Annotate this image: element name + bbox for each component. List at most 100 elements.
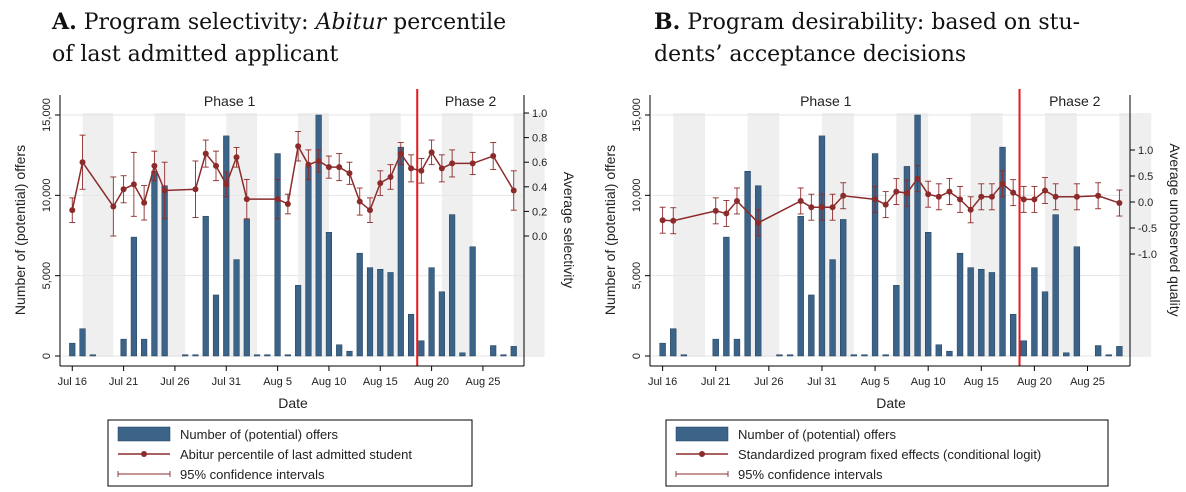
panel-a-bar [418,340,425,357]
panel-b-bar [850,354,857,357]
panel-b-y2-axis-title: Average unobserved quality [1167,143,1183,316]
panel-b-shade-band [1045,113,1077,357]
panel-a-title-line2: of last admitted applicant [52,42,339,67]
panel-a-series-point [336,164,343,171]
panel-a-bar [79,328,86,357]
panel-b-series-point [733,197,740,204]
panel-b-series-point [1042,187,1049,194]
panel-a-title-part1: Program selectivity: [83,10,309,35]
panel-b-bar [903,166,911,357]
panel-a-y-axis-title: Number of (potential) offers [12,145,28,315]
panel-b-bar [914,114,921,357]
panel-a-bar [500,354,507,357]
panel-b-bar [659,342,666,357]
panel-a-legend-item-ci: 95% confidence intervals [180,467,325,482]
panel-a-shade-band [298,113,329,357]
panel-a-bar [202,215,209,357]
panel-a-series-point [213,162,219,169]
panel-b-bar [1041,291,1049,357]
panel-b-bar [999,146,1006,357]
panel-b-series-point [1095,192,1102,199]
panel-b-series-point [925,191,932,198]
panel-a-series-point [469,160,476,167]
panel-b-series-point [967,206,974,213]
panel-a-bar [397,146,404,357]
panel-b-series-point [659,217,666,224]
panel-b-y-axis-title: Number of (potential) offers [602,145,618,315]
panel-a-y-tick-label: 10,000 [41,179,53,213]
panel-a-series-point [346,170,353,177]
panel-a-series-point [274,196,281,203]
panel-b-series-point [808,204,815,211]
panel-b-series-point [797,197,804,204]
panel-a-bar [223,135,230,357]
panel-b-phase1-label: Phase 1 [800,93,852,109]
panel-a-series-point [110,203,117,210]
panel-a-bar [264,354,271,357]
panel-b-series-point [999,180,1006,187]
panel-a-bar [490,345,497,357]
panel-b-legend-box [665,419,1109,487]
panel-b-x-tick-label: Aug 20 [1017,376,1052,388]
panel-a-phase2-label: Phase 2 [445,93,497,109]
panel-b-bar [1031,267,1038,357]
panel-b-bar [755,185,762,357]
panel-a-y-tick-label: 0 [41,353,53,359]
panel-a-series-point [387,173,394,180]
panel-b-series-point [935,193,942,200]
panel-a-series-point [325,164,332,171]
panel-a-bar [449,214,456,357]
panel-a-x-tick-label: Aug 5 [263,376,292,388]
panel-a-series-point [295,143,302,150]
panel-b-bar [829,259,836,357]
panel-a-x-tick-label: Aug 20 [414,376,449,388]
panel-b-bar [946,350,953,357]
panel-a-legend-item-series: Abitur percentile of last admitted stude… [180,447,412,462]
panel-b-series-point [914,175,921,182]
panel-b-bar [871,153,879,357]
panel-a-bar [510,346,517,357]
panel-a-series-point [223,181,230,188]
panel-a-series-point [69,207,76,214]
panel-b-bar [680,354,688,357]
panel-b-series-point [670,217,677,224]
panel-b-bar [776,354,783,357]
panel-a-bar [141,338,148,357]
panel-a-shade-band [370,113,401,357]
panel-a-series-point [315,157,322,164]
panel-a-y2-axis-title: Average selectivity [561,172,577,288]
panel-a-x-tick-label: Aug 25 [465,376,500,388]
panel-b-x-axis-title: Date [876,395,906,411]
panel-a-x-tick-label: Jul 26 [160,376,189,388]
panel-b-series-point [829,204,836,211]
panel-a-series-point [397,150,404,157]
panel-b-bar [733,338,741,357]
panel-a-series-point [192,186,199,193]
panel-a-bar [428,267,435,357]
panel-b-series-point [903,190,910,197]
panel-b-bar [1094,345,1102,357]
panel-b-series-point [1020,196,1027,203]
panel-b-letter: B. [654,9,681,35]
panel-b-x-tick-label: Jul 31 [807,376,836,388]
panel-a-series-point [408,165,415,172]
panel-b-series-point [978,193,985,200]
panel-b-y-tick-label: 0 [631,353,643,359]
panel-b-x-tick-label: Jul 21 [701,376,730,388]
panel-b-bar [1020,340,1027,357]
panel-a-bar [377,268,384,357]
panel-a-shade-band [82,113,114,357]
panel-a-series-point [510,187,517,194]
panel-a-y2-tick-label: 0.2 [532,206,547,218]
panel-a-shade-band [226,113,258,357]
panel-a-series-point [243,196,250,203]
panel-b-y-tick-label: 10,000 [631,179,643,213]
panel-b-bar [712,338,719,357]
panel-b-legend-item-ci: 95% confidence intervals [738,467,883,482]
panel-a-series-point [377,180,384,187]
panel-a-bar [325,232,333,357]
panel-b-legend-bar-swatch [675,426,729,442]
panel-b-series-point [712,207,719,214]
panel-a-y-tick-label: 15,000 [41,98,53,132]
panel-b-bar [956,252,964,357]
